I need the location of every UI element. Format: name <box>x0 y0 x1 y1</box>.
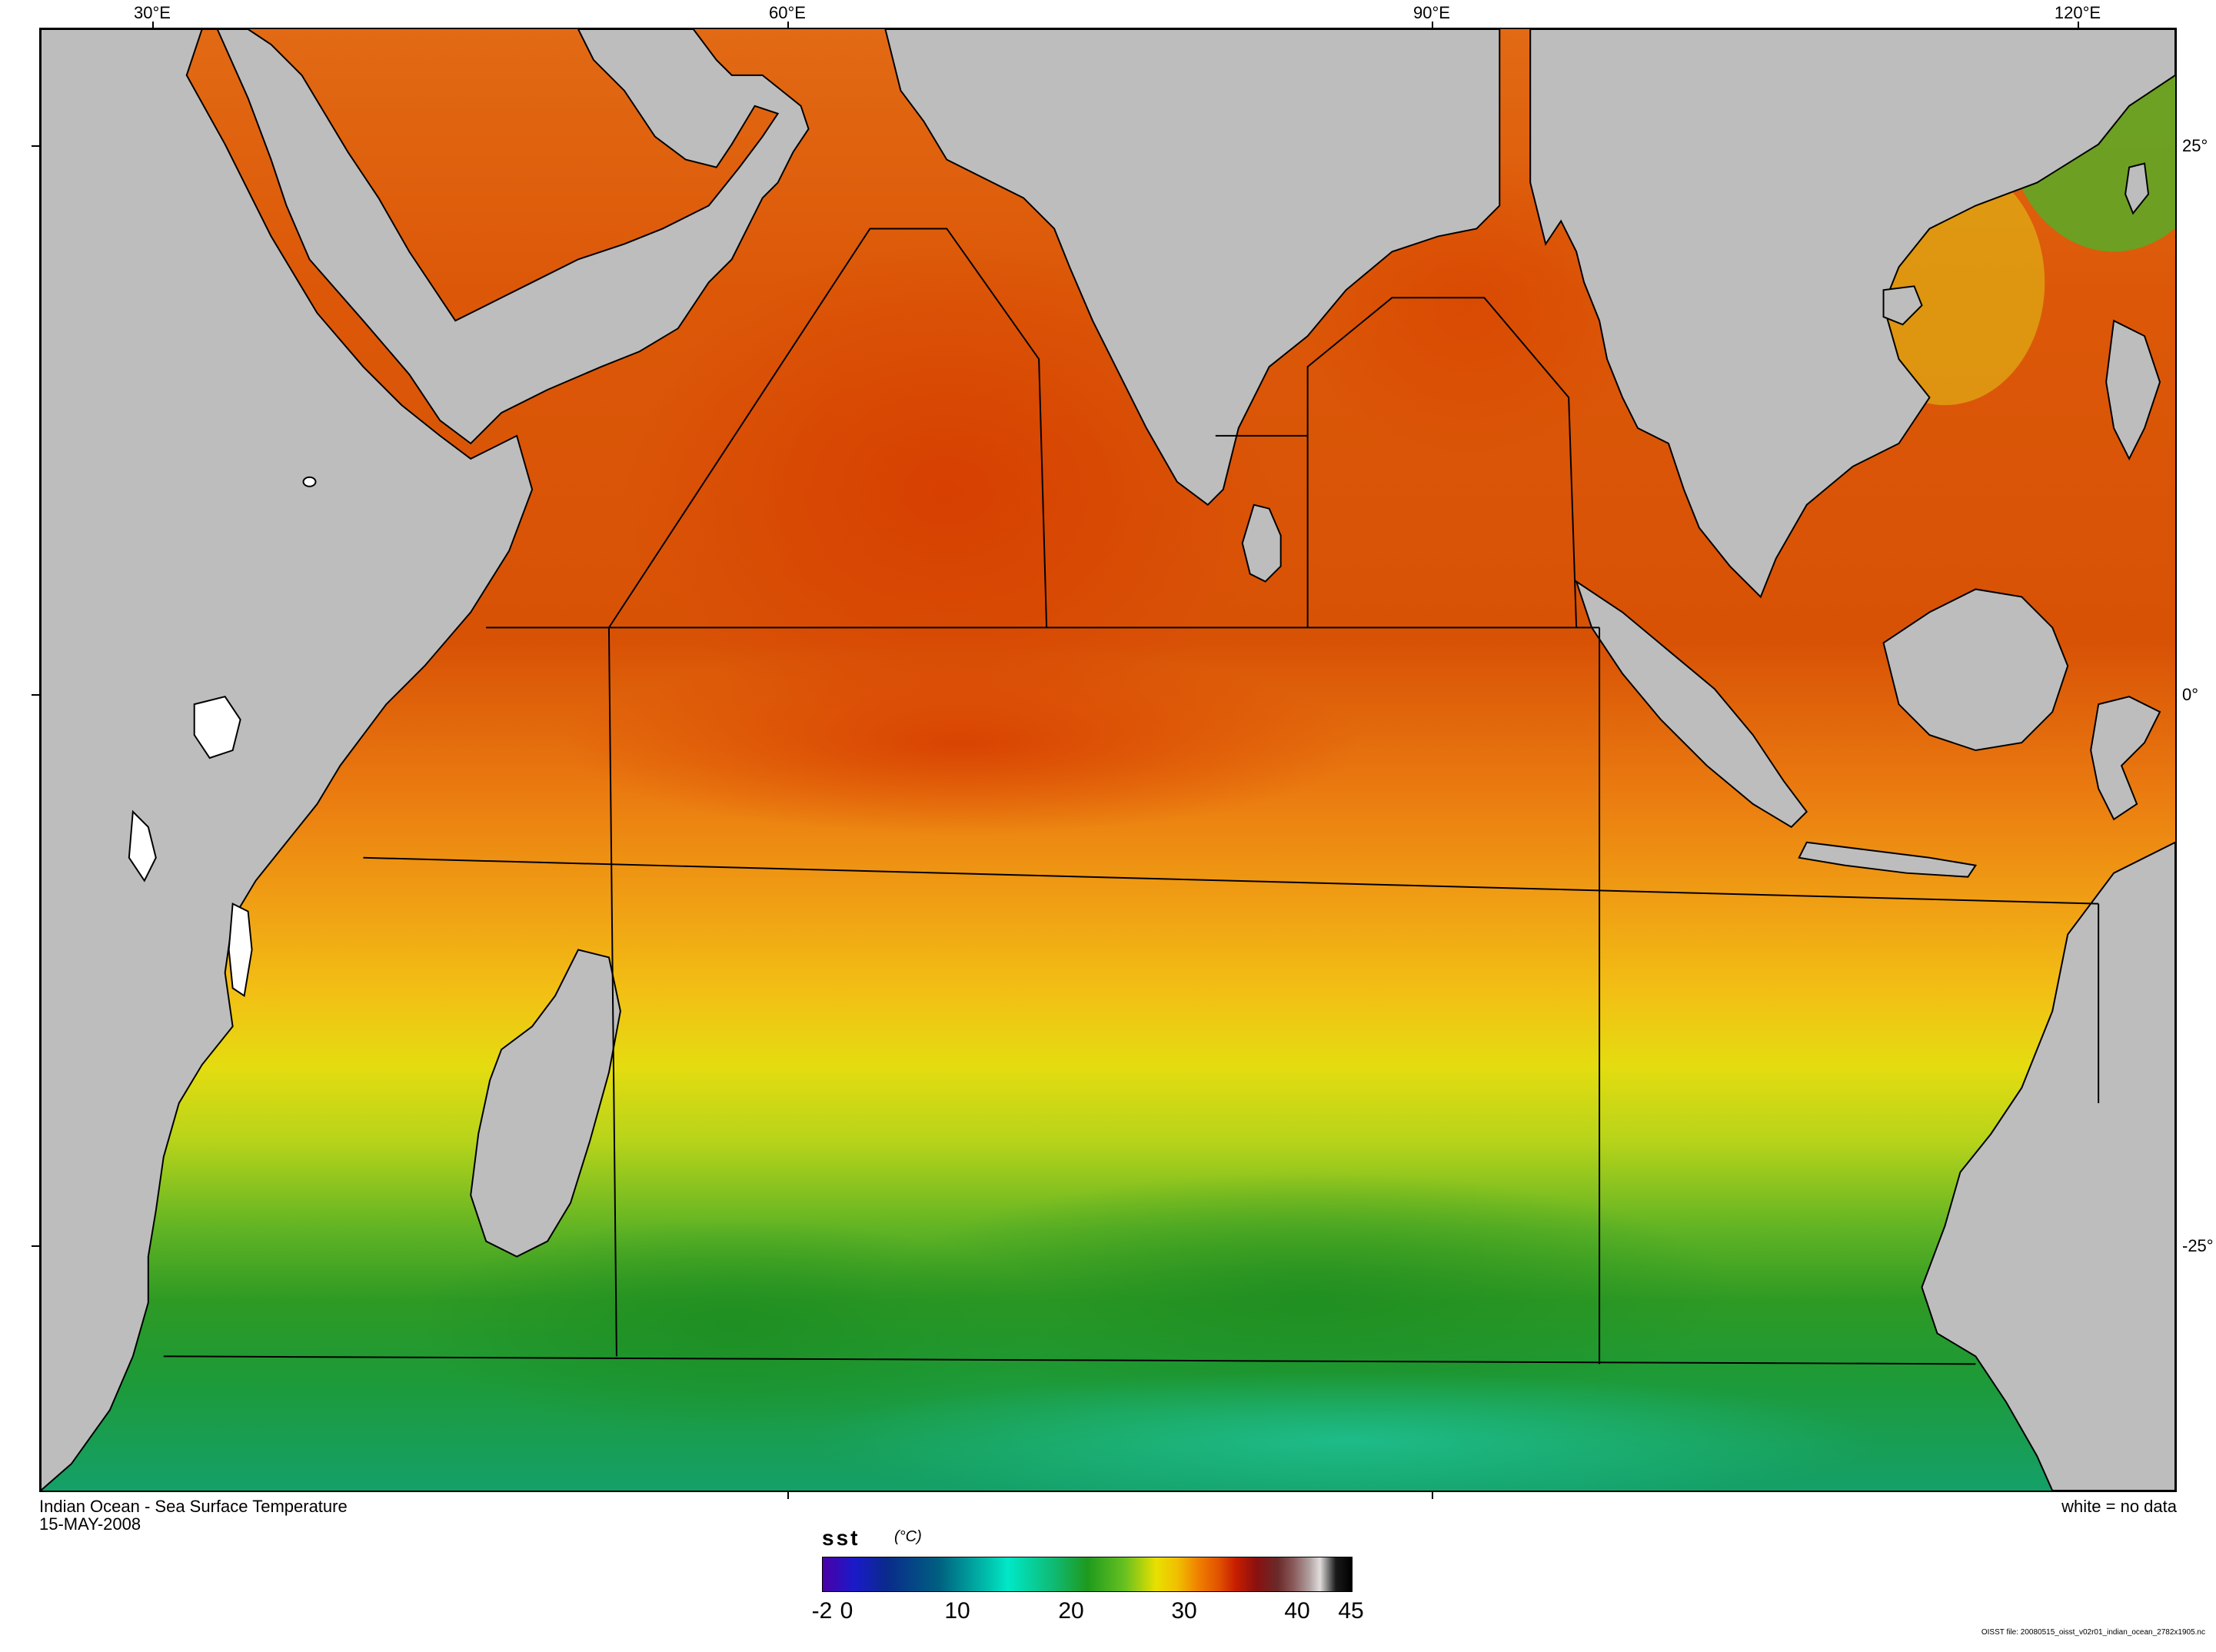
lon-label-120e: 120°E <box>2054 3 2101 22</box>
colorbar-label-40: 40 <box>1284 1598 1310 1624</box>
mascarene-islet-no-data <box>302 476 317 487</box>
colorbar-variable-name: sst <box>822 1526 860 1550</box>
lon-label-30e: 30°E <box>134 3 171 22</box>
java-land <box>1798 841 1978 878</box>
sst-map[interactable] <box>39 28 2177 1492</box>
map-title: Indian Ocean - Sea Surface Temperature <box>39 1497 348 1516</box>
land-masses <box>41 29 2175 1491</box>
tick-mark-left-0 <box>32 694 39 696</box>
hainan-land <box>1882 285 1923 326</box>
region-line-southern <box>163 1355 1976 1365</box>
lat-label-25s: -25° <box>2182 1236 2214 1255</box>
tick-mark-lon-90e <box>1432 22 1433 29</box>
mascarene-no-data <box>228 902 253 998</box>
philippines-land <box>2105 319 2161 461</box>
india-land <box>884 29 1501 507</box>
southeast-asia-land <box>1529 29 2175 599</box>
lat-label-0: 0° <box>2182 685 2199 704</box>
tick-mark-left-25n <box>32 145 39 147</box>
taiwan-land <box>2124 162 2150 215</box>
southern-teal-patch <box>808 1371 1884 1491</box>
region-line-south <box>363 856 2099 905</box>
region-line-arabian-west <box>608 228 1048 628</box>
sst-map-canvas <box>41 29 2175 1491</box>
australia-land <box>1921 841 2175 1491</box>
tick-mark-lon-30e <box>152 22 154 29</box>
madagascar-land <box>470 949 621 1258</box>
colorbar-label-45: 45 <box>1338 1598 1364 1624</box>
colorbar-unit: (°C) <box>894 1528 922 1545</box>
equatorial-warm-band <box>563 650 1362 835</box>
lon-label-90e: 90°E <box>1413 3 1450 22</box>
seychelles-no-data <box>128 809 157 883</box>
sulawesi-land <box>2090 696 2161 821</box>
tick-mark-lon-120e <box>2078 22 2079 29</box>
colorbar-label-10: 10 <box>944 1598 970 1624</box>
tick-mark-bottom-60e <box>787 1491 789 1499</box>
no-data-note: white = no data <box>2061 1497 2177 1516</box>
region-boundaries <box>163 228 2100 1365</box>
map-date: 15-MAY-2008 <box>39 1514 141 1534</box>
arabian-sea-warm-core <box>624 244 1269 736</box>
tick-mark-lon-60e <box>787 22 789 29</box>
no-data-islands <box>128 476 317 998</box>
sst-colorbar <box>822 1557 1353 1592</box>
lat-label-25n: 25° <box>2182 136 2208 155</box>
south-cool-patch-2 <box>409 1218 1055 1434</box>
sri-lanka-land <box>1241 504 1282 583</box>
colorbar-label-20: 20 <box>1058 1598 1084 1624</box>
east-africa-land <box>41 29 534 1491</box>
colorbar-label-0: 0 <box>840 1598 853 1624</box>
sumatra-land <box>1575 580 1808 829</box>
lon-label-60e: 60°E <box>769 3 806 22</box>
tick-mark-bottom-90e <box>1432 1491 1433 1499</box>
borneo-land <box>1882 588 2069 752</box>
colorbar-label-30: 30 <box>1171 1598 1197 1624</box>
file-credit: OISST file: 20080515_oisst_v02r01_indian… <box>1981 1628 2205 1637</box>
region-line-meridian-west <box>607 627 617 1357</box>
region-line-bengal-west <box>1306 297 1578 628</box>
africa-arabia-land <box>41 29 810 445</box>
comoros-no-data <box>193 696 241 760</box>
tick-mark-left-25s <box>32 1245 39 1247</box>
colorbar-label-minus2: -2 <box>811 1598 833 1624</box>
south-cool-patch-1 <box>877 1172 1738 1418</box>
